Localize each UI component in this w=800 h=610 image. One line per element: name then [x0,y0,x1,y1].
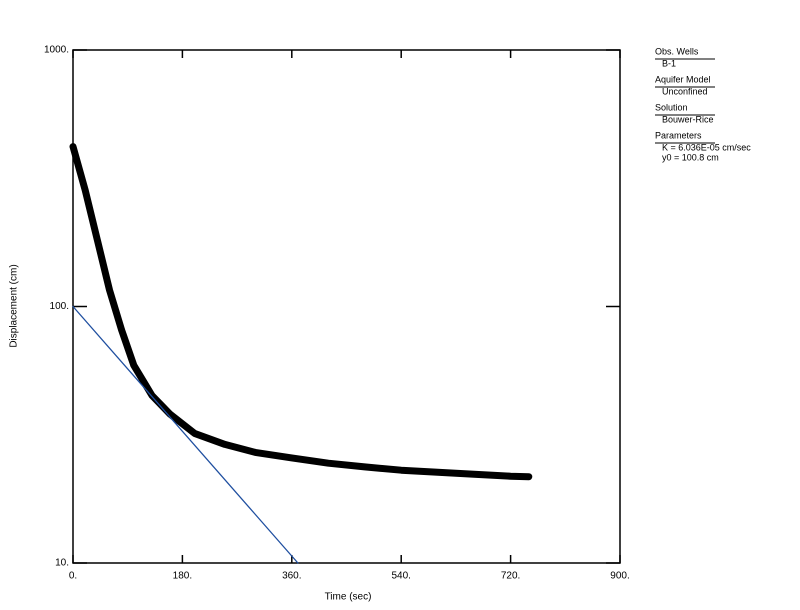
legend-text: Bouwer-Rice [662,114,714,124]
legend-text: B-1 [662,58,676,68]
legend-heading: Parameters [655,130,702,140]
x-tick-label: 360. [282,571,301,582]
y-tick-label: 1000. [44,45,69,56]
y-tick-label: 10. [55,558,69,569]
legend-heading: Aquifer Model [655,74,711,84]
fit-line [72,305,299,564]
y-axis-label: Displacement (cm) [9,264,20,347]
legend-text: y0 = 100.8 cm [662,152,719,162]
legend-heading: Obs. Wells [655,46,699,56]
legend-heading: Solution [655,102,688,112]
plot-frame [72,49,621,564]
x-tick-label: 900. [610,571,629,582]
x-tick-label: 540. [391,571,410,582]
y-tick-label: 100. [50,301,69,312]
legend-text: Unconfined [662,86,708,96]
x-tick-label: 180. [173,571,192,582]
x-tick-label: 720. [501,571,520,582]
x-axis-label: Time (sec) [325,592,372,603]
x-tick-label: 0. [69,571,77,582]
legend-text: K = 6.036E-05 cm/sec [662,142,751,152]
observed-data [69,143,533,481]
